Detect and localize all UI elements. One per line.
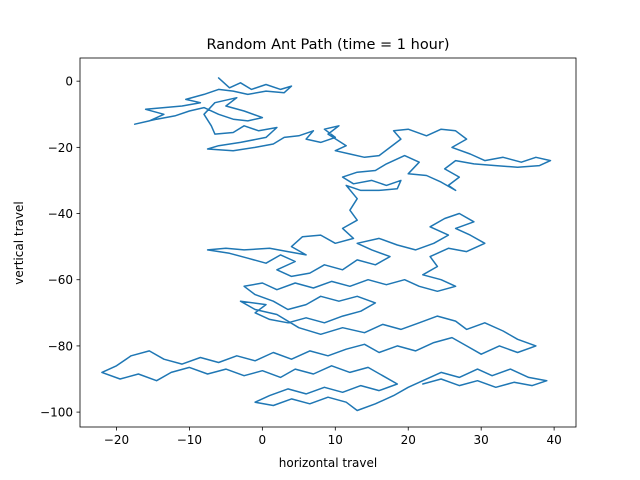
plot-frame: [79, 57, 577, 428]
y-axis-label: vertical travel: [12, 201, 26, 284]
x-tick-label: −20: [104, 433, 129, 447]
x-tick-label: 20: [401, 433, 416, 447]
series-layer: [101, 77, 552, 412]
ant-path-line: [101, 77, 552, 412]
x-tick-label: −10: [177, 433, 202, 447]
y-tick-label: −80: [48, 339, 73, 353]
chart-title: Random Ant Path (time = 1 hour): [207, 37, 450, 53]
x-axis-label: horizontal travel: [279, 456, 377, 470]
y-tick-label: −60: [48, 273, 73, 287]
x-tick-label: 0: [259, 433, 267, 447]
x-tick-label: 40: [546, 433, 561, 447]
y-tick-label: −40: [48, 207, 73, 221]
x-tick-label: 30: [474, 433, 489, 447]
y-tick-label: −20: [48, 141, 73, 155]
x-axis: −20 −10 0 10 20 30 40: [104, 427, 562, 447]
y-tick-label: 0: [65, 75, 73, 89]
x-tick-label: 10: [328, 433, 343, 447]
y-axis: 0 −20 −40 −60 −80 −100: [40, 75, 80, 420]
y-tick-label: −100: [40, 406, 73, 420]
